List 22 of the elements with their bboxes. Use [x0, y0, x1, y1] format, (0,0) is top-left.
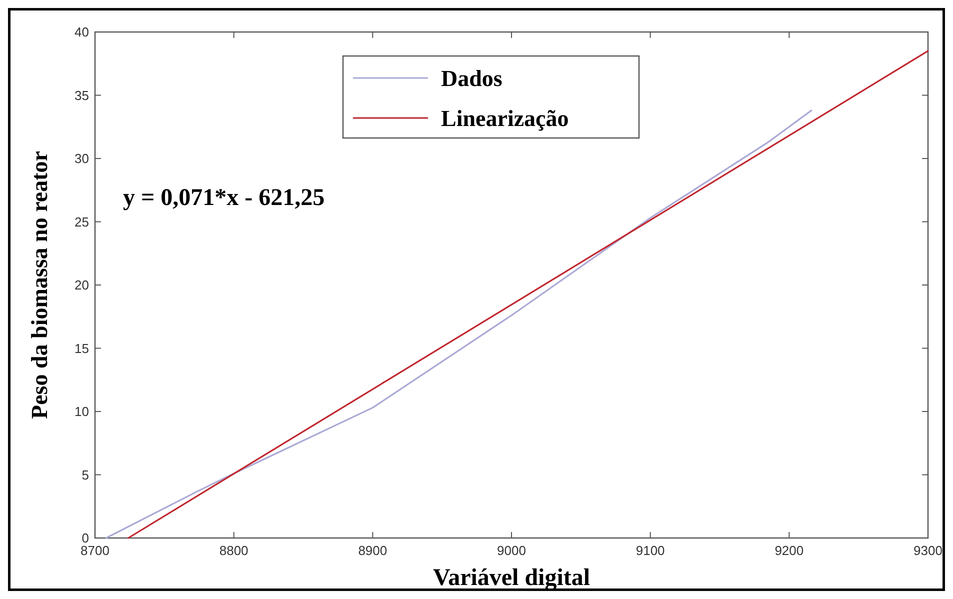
- y-tick-label: 10: [74, 404, 89, 419]
- x-tick-label: 8900: [358, 543, 388, 558]
- y-tick-label: 25: [74, 214, 89, 230]
- y-tick-label: 5: [82, 467, 89, 482]
- x-tick-label: 8800: [219, 543, 248, 558]
- x-tick-label: 9000: [497, 543, 526, 558]
- annotation: y = 0,071*x - 621,25: [123, 185, 325, 211]
- y-tick-label: 20: [74, 278, 89, 292]
- x-tick-label: 9100: [636, 543, 665, 558]
- x-tick-label: 9300: [914, 543, 942, 558]
- y-tick-label: 0: [82, 530, 89, 546]
- x-tick-label: 9200: [774, 543, 804, 558]
- legend-label: Linearização: [441, 106, 569, 131]
- x-tick-label: 8700: [80, 543, 110, 558]
- y-tick-label: 35: [74, 88, 89, 103]
- y-axis-title: Peso da biomassa no reator: [27, 151, 52, 419]
- legend-label: Dados: [441, 66, 502, 91]
- y-tick-label: 15: [74, 340, 89, 356]
- y-tick-label: 30: [74, 151, 89, 166]
- x-axis-title: Variável digital: [432, 565, 590, 591]
- line-series: [105, 110, 812, 539]
- y-tick-label: 40: [74, 24, 89, 40]
